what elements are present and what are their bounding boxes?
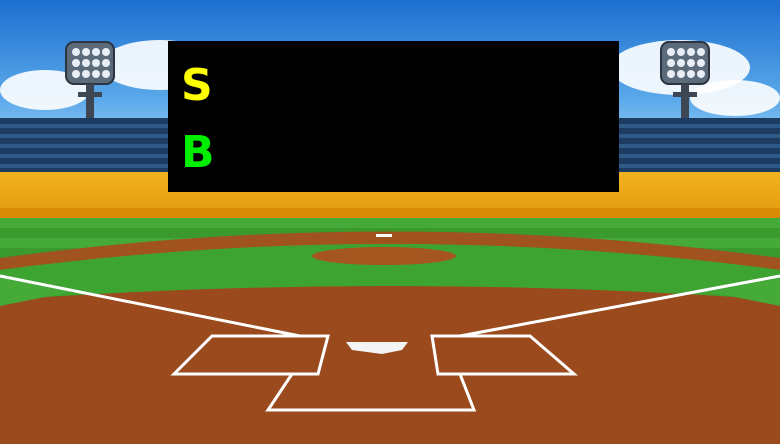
- cloud: [690, 80, 780, 116]
- ball-label: B: [181, 127, 215, 178]
- stadium-light-left: [65, 41, 115, 130]
- scoreboard: S B: [168, 41, 619, 192]
- wall-ad: [10, 211, 11, 216]
- outfield-wall-ad-strip: [0, 208, 780, 220]
- stadium-light-right: [660, 41, 710, 130]
- strike-label: S: [181, 60, 213, 111]
